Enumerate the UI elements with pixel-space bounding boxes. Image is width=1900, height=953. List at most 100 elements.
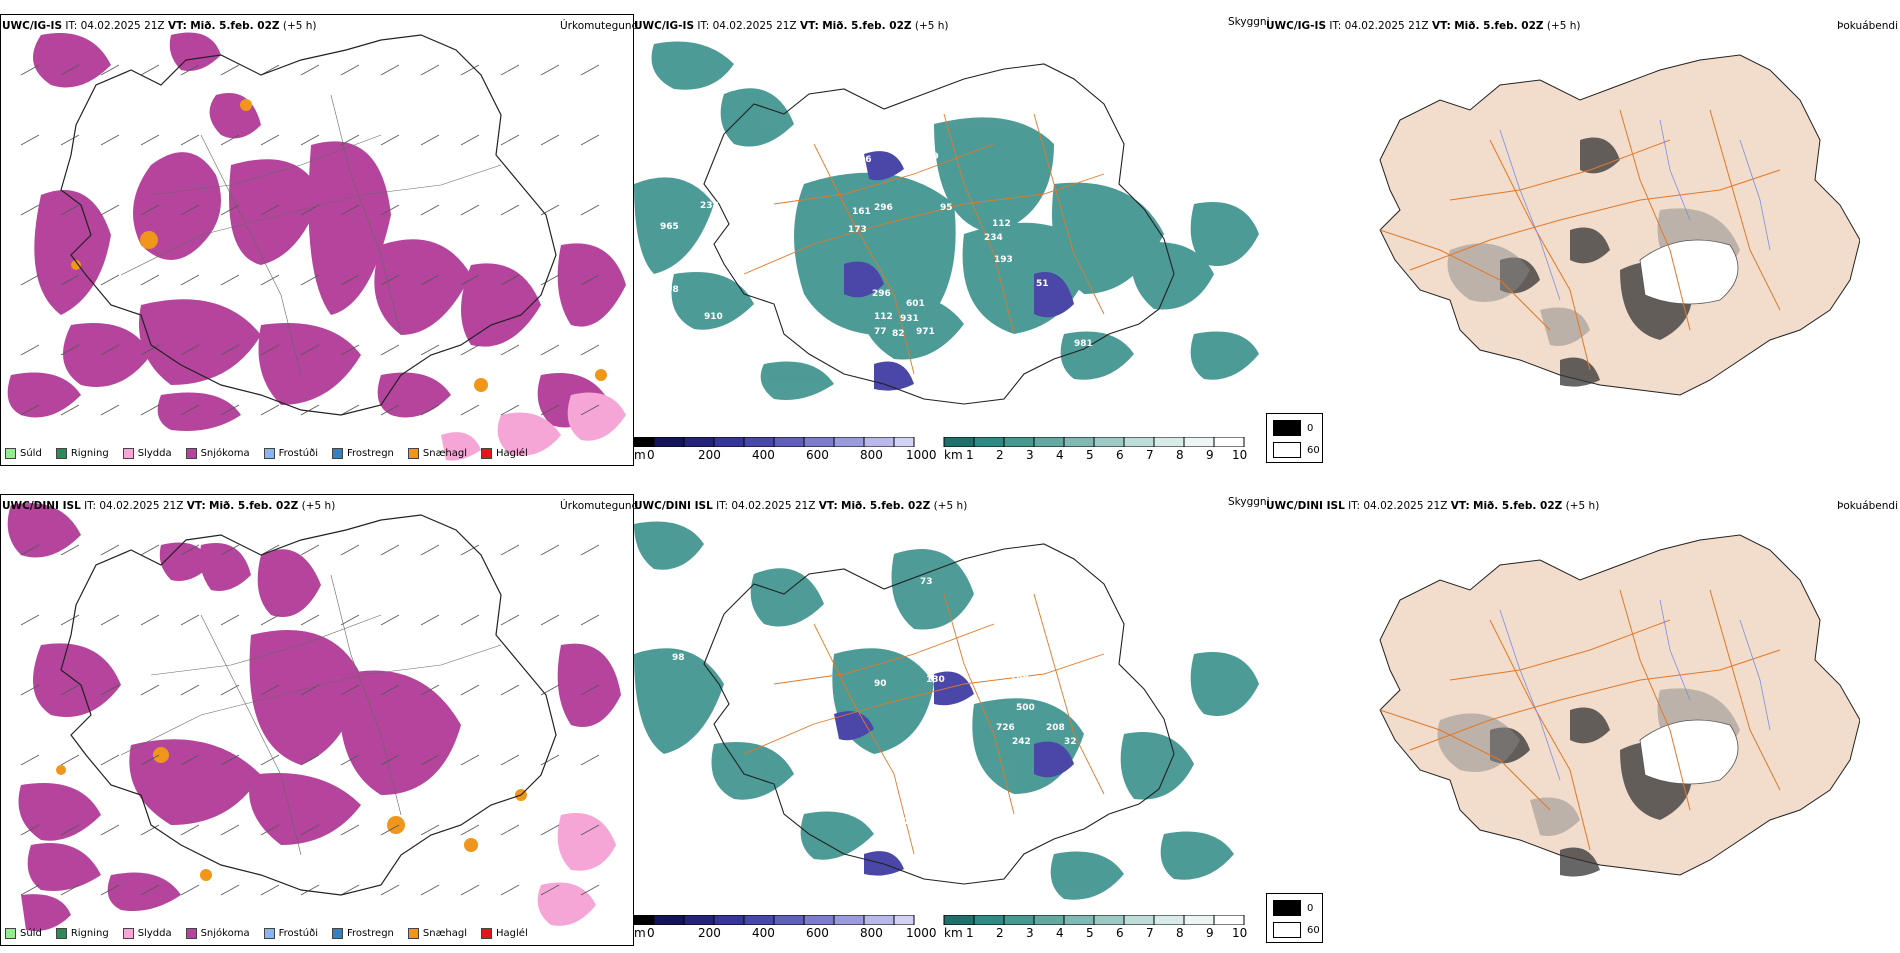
road-network [743, 593, 1105, 855]
vis-label: 601 [906, 299, 925, 309]
fog-legend-value-low: 60 [1307, 444, 1320, 456]
init-time-label: IT: [65, 20, 78, 32]
fog-legend-row-clear: 60 [1273, 922, 1320, 938]
precip-title-top: Úrkomutegund [560, 20, 639, 32]
visibility-tick: 8 [1176, 448, 1184, 462]
legend-hail: Haglél [481, 928, 528, 939]
legend-graupel-label: Snæhagl [422, 448, 468, 459]
legend-sleet: Slydda [122, 448, 172, 459]
very-low-visibility-areas [844, 151, 1074, 391]
swatch-freezing-rain [332, 928, 343, 939]
color-scales-top [634, 437, 1245, 447]
vis-label: 392 [874, 139, 893, 149]
glacier-vatnajokull [1639, 239, 1739, 305]
vis-label: 112 [874, 312, 893, 322]
fog-legend-value-low: 60 [1307, 924, 1320, 936]
lead-time: (+5 h) [1546, 20, 1581, 32]
legend-snow-label: Snjókoma [200, 928, 250, 939]
rivers [1499, 119, 1771, 301]
precip-legend: Súld Rigning Slydda Snjókoma Frostúði Fr… [5, 928, 528, 939]
height-tick: 800 [860, 448, 883, 462]
visibility-tick: 5 [1086, 448, 1094, 462]
vis-label: 82 [892, 329, 905, 339]
road-network [1379, 589, 1781, 851]
fog-swatch-dark [1273, 420, 1301, 436]
valid-time-value: Mið. 5.feb. 02Z [209, 500, 299, 512]
legend-sleet-label: Slydda [137, 448, 172, 459]
swatch-hail [481, 448, 493, 459]
swatch-freezing-rain [332, 448, 343, 459]
vis-label: 161 [852, 207, 871, 217]
low-visibility-areas [634, 521, 1259, 900]
visibility-tick: 4 [1056, 926, 1064, 940]
precip-legend: Súld Rigning Slydda Snjókoma Frostúði Fr… [5, 448, 528, 459]
legend-graupel-label: Snæhagl [422, 928, 468, 939]
graupel-areas [71, 99, 607, 392]
height-scale-bar [634, 437, 915, 447]
iceland-coastline [703, 543, 1175, 885]
swatch-freezing-drizzle [263, 448, 275, 459]
vis-label: 500 [1016, 703, 1035, 713]
fog-legend-row-clear: 60 [1273, 442, 1320, 458]
vis-label: 242 [1012, 737, 1031, 747]
legend-graupel: Snæhagl [407, 928, 468, 939]
swatch-drizzle [5, 448, 16, 459]
height-tick: 800 [860, 926, 883, 940]
legend-sleet-label: Slydda [137, 928, 172, 939]
legend-hail: Haglél [481, 448, 528, 459]
fog-swatch-light [1273, 922, 1301, 938]
legend-hail-label: Haglél [496, 928, 528, 939]
wind-barbs [20, 64, 600, 416]
valid-time-value: Mið. 5.feb. 02Z [1473, 500, 1563, 512]
snow-areas [7, 503, 621, 931]
height-scale-bar [634, 915, 915, 925]
valid-time-label: VT: [818, 500, 838, 512]
lead-time: (+5 h) [914, 20, 949, 32]
height-scale-unit: m [634, 926, 646, 940]
vis-label: 931 [900, 314, 919, 324]
valid-time-value: Mið. 5.feb. 02Z [1454, 20, 1544, 32]
visibility-value-labels: 392 06 199 164 238 95 296 161 965 173 11… [660, 139, 1257, 349]
swatch-rain [55, 928, 67, 939]
precip-type-svg-top [7, 32, 626, 461]
vis-label: 193 [994, 255, 1013, 265]
legend-sleet: Slydda [122, 928, 172, 939]
model-name: UWC/IG-IS [2, 20, 63, 32]
vis-label: 296 [872, 289, 891, 299]
header-fog-top: UWC/IG-IS IT: 04.02.2025 21Z VT: Mið. 5.… [1266, 20, 1581, 32]
height-tick: 0 [647, 926, 655, 940]
init-time-label: IT: [1348, 500, 1361, 512]
precip-type-map-top: Súld Rigning Slydda Snjókoma Frostúði Fr… [0, 14, 634, 466]
height-tick: 200 [698, 448, 721, 462]
vis-label: 164 [720, 189, 739, 199]
visibility-tick: 7 [1146, 448, 1154, 462]
height-tick: 600 [806, 448, 829, 462]
legend-rain-label: Rigning [70, 448, 109, 459]
vis-label: 238 [700, 201, 719, 211]
init-time-value: 04.02.2025 21Z [1363, 500, 1448, 512]
visibility-tick: 2 [996, 926, 1004, 940]
snow-areas [7, 32, 626, 431]
visibility-tick: 1 [966, 926, 974, 940]
valid-time-value: Mið. 5.feb. 02Z [190, 20, 280, 32]
visibility-map-bottom: 47 73 98 110 225 169 90 130 401 500 726 … [634, 521, 1259, 900]
lead-time: (+5 h) [282, 20, 317, 32]
visibility-tick: 6 [1116, 448, 1124, 462]
vis-label: 51 [904, 835, 917, 845]
visibility-title-bottom: Skyggni [1228, 496, 1270, 508]
header-visibility-bottom: UWC/DINI ISL IT: 04.02.2025 21Z VT: Mið.… [634, 500, 967, 512]
precip-title-bottom: Úrkomutegund [560, 500, 639, 512]
model-name: UWC/DINI ISL [2, 500, 81, 512]
visibility-tick: 10 [1232, 448, 1248, 462]
model-name: UWC/DINI ISL [1266, 500, 1345, 512]
visibility-map-top: 392 06 199 164 238 95 296 161 965 173 11… [634, 41, 1259, 405]
vis-label: 58 [932, 839, 945, 849]
visibility-tick: 6 [1116, 926, 1124, 940]
lead-time: (+5 h) [933, 500, 968, 512]
swatch-snow [185, 928, 197, 939]
road-network [1379, 109, 1781, 371]
init-time-value: 04.02.2025 21Z [1344, 20, 1429, 32]
visibility-tick: 4 [1056, 448, 1064, 462]
vis-label: 90 [874, 679, 887, 689]
legend-hail-label: Haglél [496, 448, 528, 459]
